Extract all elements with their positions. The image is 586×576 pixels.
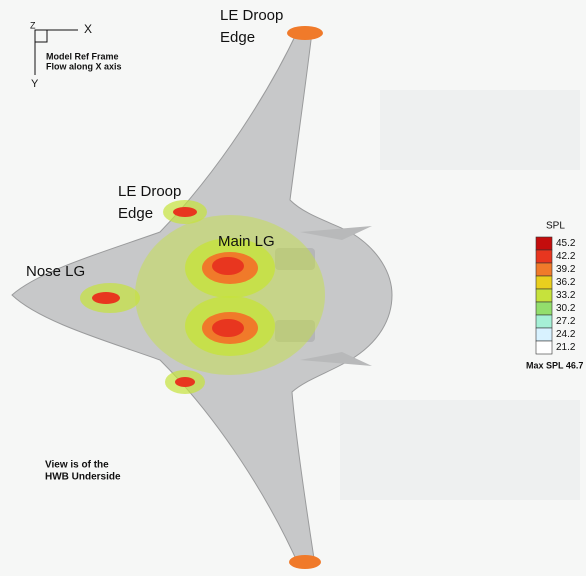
colorbar-label: 36.2: [556, 277, 576, 288]
background-panel: [340, 400, 580, 500]
aircraft-body: [11, 29, 393, 569]
annotation: Main LG: [218, 233, 275, 250]
background-panel: [380, 90, 580, 170]
frame-note: Model Ref Frame: [46, 51, 119, 61]
frame-box: [34, 29, 48, 43]
colorbar-label: 27.2: [556, 316, 576, 327]
colorbar-label: 30.2: [556, 303, 576, 314]
view-note: HWB Underside: [45, 472, 121, 483]
z-label: Z: [30, 20, 36, 30]
noise-contours: [80, 26, 325, 569]
annotation: LE Droop: [118, 183, 181, 200]
tail-fin: [300, 226, 372, 240]
colorbar-swatch: [535, 249, 553, 264]
colorbar-swatch: [535, 262, 553, 277]
view-note: View is of the: [45, 460, 109, 471]
nacelle: [275, 320, 315, 342]
colorbar-label: 42.2: [556, 251, 576, 262]
colorbar-swatch: [535, 275, 553, 290]
colorbar-swatch: [535, 340, 553, 355]
colorbar-swatch: [535, 301, 553, 316]
colorbar-swatch: [535, 236, 553, 251]
annotation: Edge: [220, 29, 255, 46]
nacelle: [275, 248, 315, 270]
annotation: Edge: [118, 205, 153, 222]
colorbar-label: 33.2: [556, 290, 576, 301]
frame-note: Flow along X axis: [46, 61, 122, 71]
y-label: Y: [31, 78, 39, 90]
annotation: LE Droop: [220, 7, 283, 24]
colorbar-title: SPL: [546, 221, 565, 232]
colorbar-label: 45.2: [556, 238, 576, 249]
colorbar-swatch: [535, 327, 553, 342]
colorbar-max: Max SPL 46.7: [526, 360, 583, 370]
colorbar-label: 24.2: [556, 329, 576, 340]
annotation: Nose LG: [26, 263, 85, 280]
colorbar-label: 39.2: [556, 264, 576, 275]
colorbar: SPL 45.2 42.2 39.2 36.2 33.2 30.2 27.2 24.2 21.2…: [526, 221, 583, 371]
colorbar-swatch: [535, 314, 553, 329]
x-label: X: [84, 22, 92, 36]
colorbar-swatch: [535, 288, 553, 303]
tail-fin: [300, 352, 372, 366]
colorbar-label: 21.2: [556, 342, 576, 353]
